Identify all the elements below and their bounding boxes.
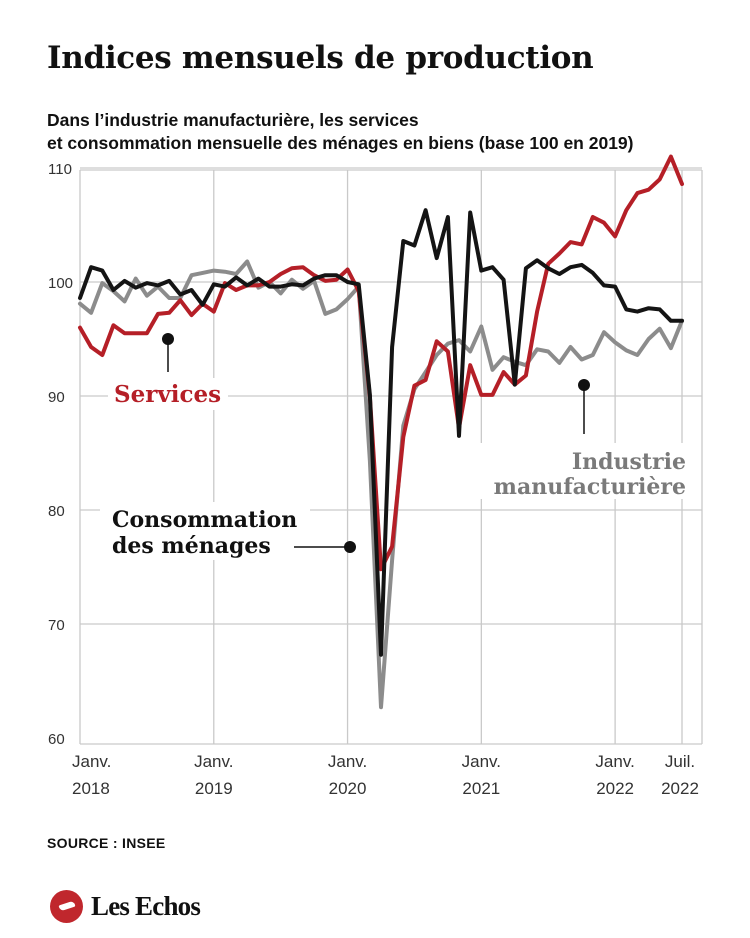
series-line-consommation <box>78 208 684 657</box>
chart-title: Indices mensuels de production <box>47 40 594 76</box>
y-tick-label: 110 <box>48 161 72 178</box>
services-label-bg <box>108 378 228 410</box>
les-echos-logo-icon <box>50 890 83 923</box>
series-lines <box>78 154 684 710</box>
x-axis-ticks: Janv. 2018 Janv. 2019 Janv. 2020 Janv. 2021 Janv… <box>72 752 699 798</box>
series-label-industrie-line-1: Industrie <box>572 449 686 475</box>
x-tick-label: Janv. <box>72 752 111 771</box>
y-tick-label: 80 <box>48 503 65 520</box>
x-tick-label: 2018 <box>72 779 110 798</box>
series-label-consommation-line-2: des ménages <box>112 533 271 559</box>
source-note: SOURCE : INSEE <box>47 835 166 851</box>
x-tick-label: Janv. <box>595 752 634 771</box>
x-tick-label: 2022 <box>661 779 699 798</box>
x-tick-label: Janv. <box>462 752 501 771</box>
x-tick-label: Janv. <box>194 752 233 771</box>
x-tick-label: Janv. <box>328 752 367 771</box>
x-tick-label: 2020 <box>329 779 367 798</box>
x-tick-label: 2021 <box>462 779 500 798</box>
consommation-leader-dot <box>344 541 356 553</box>
series-line-industrie <box>78 259 684 710</box>
consommation-label-bg <box>100 502 310 560</box>
y-tick-label: 90 <box>48 389 65 406</box>
series-line-services <box>78 154 684 572</box>
series-label-services: Services <box>114 381 221 408</box>
y-axis-ticks: 60 70 80 90 100 110 <box>48 161 73 748</box>
series-label-consommation-line-1: Consommation <box>112 507 297 533</box>
y-tick-label: 60 <box>48 731 65 748</box>
industrie-label-bg <box>480 443 692 499</box>
y-tick-label: 100 <box>48 275 73 292</box>
subtitle-line-2: et consommation mensuelle des ménages en… <box>47 133 634 153</box>
publisher-logo: Les Echos <box>50 890 201 923</box>
x-tick-label: 2022 <box>596 779 634 798</box>
series-label-industrie-line-2: manufacturière <box>494 474 686 500</box>
logo-text: Les Echos <box>91 891 201 921</box>
y-tick-label: 70 <box>48 617 65 634</box>
subtitle-line-1: Dans l’industrie manufacturière, les ser… <box>47 110 419 130</box>
x-tick-label: 2019 <box>195 779 233 798</box>
x-tick-label: Juil. <box>665 752 695 771</box>
chart-subtitle: Dans l’industrie manufacturière, les ser… <box>47 109 727 155</box>
